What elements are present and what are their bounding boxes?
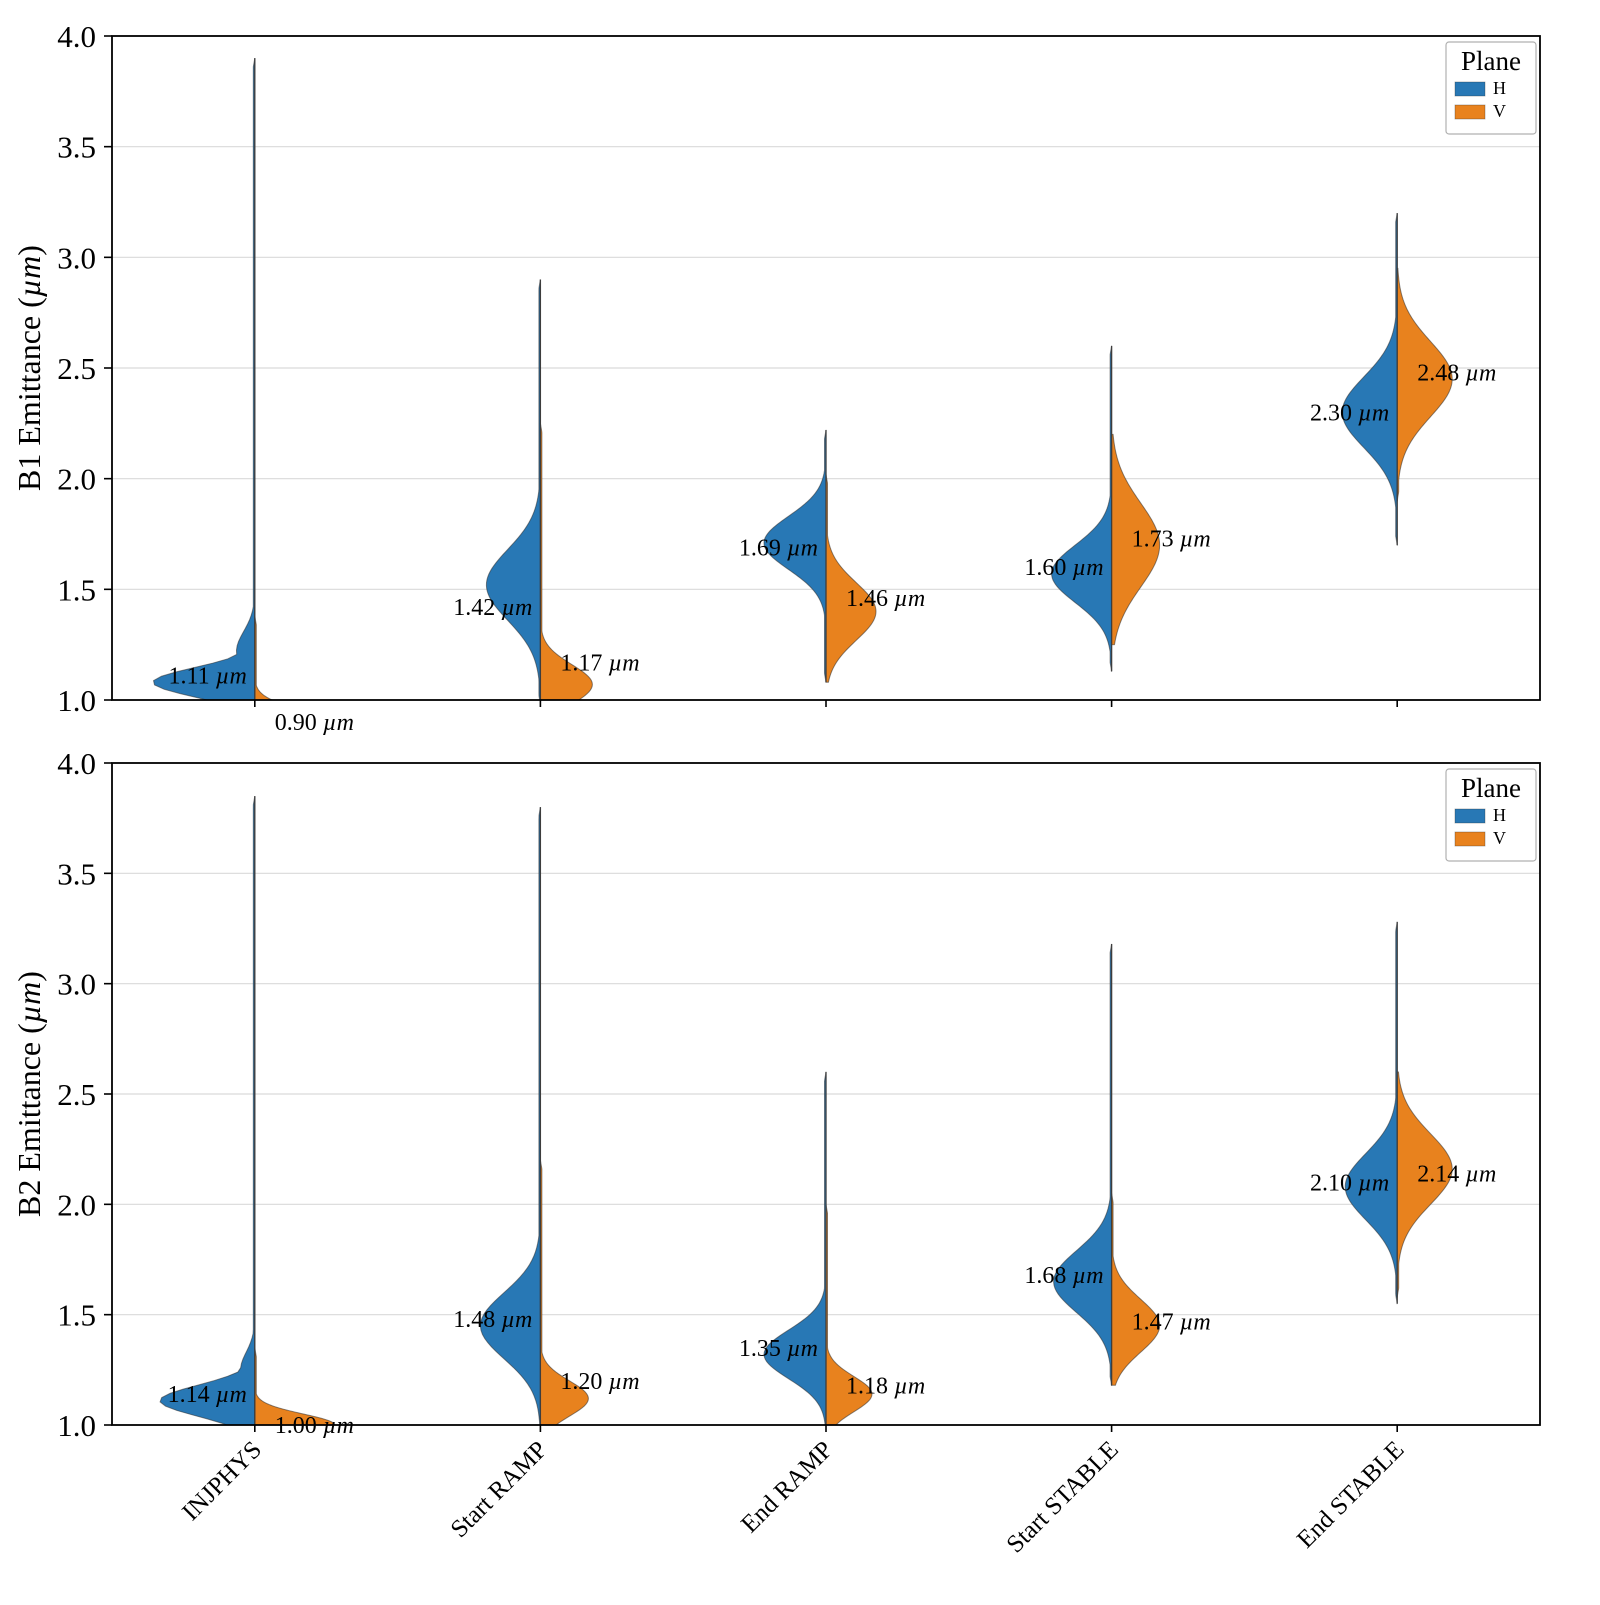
mean-annotation-H-INJPHYS: 1.11 µm	[169, 664, 247, 690]
mean-annotation-V-INJPHYS: 0.90 µm	[275, 710, 354, 736]
mean-annotation-V-INJPHYS: 1.00 µm	[275, 1413, 354, 1439]
legend-swatch-H	[1454, 81, 1486, 97]
violin-V-Start STABLE	[1111, 433, 1161, 646]
y-tick-label: 3.5	[57, 130, 96, 165]
violin-V-Start RAMP	[539, 1160, 589, 1425]
legend-entry-H: H	[1493, 805, 1506, 825]
mean-annotation-V-End STABLE: 2.14 µm	[1417, 1161, 1496, 1187]
mean-annotation-V-Start STABLE: 1.73 µm	[1132, 526, 1211, 552]
y-tick-label: 3.5	[57, 856, 96, 891]
mean-annotation-V-Start RAMP: 1.20 µm	[560, 1369, 639, 1395]
mean-annotation-V-Start STABLE: 1.47 µm	[1132, 1309, 1211, 1335]
legend-title: Plane	[1461, 46, 1521, 76]
violin-V-End RAMP	[825, 474, 877, 683]
y-axis-label: B1 Emittance (µm)	[11, 245, 47, 491]
y-tick-label: 1.0	[57, 1408, 96, 1443]
y-tick-label: 1.5	[57, 572, 96, 607]
x-tick-label-End STABLE: End STABLE	[1292, 1436, 1409, 1553]
legend-entry-H: H	[1493, 78, 1506, 98]
mean-annotation-H-End RAMP: 1.69 µm	[739, 535, 818, 561]
violin-H-End STABLE	[1344, 921, 1398, 1305]
mean-annotation-V-End RAMP: 1.18 µm	[846, 1373, 925, 1399]
y-tick-label: 1.0	[57, 683, 96, 718]
y-tick-label: 2.0	[57, 462, 96, 497]
y-tick-label: 2.5	[57, 351, 96, 386]
mean-annotation-H-Start STABLE: 1.68 µm	[1024, 1263, 1103, 1289]
violin-H-Start STABLE	[1051, 345, 1113, 672]
mean-annotation-H-Start RAMP: 1.42 µm	[453, 595, 532, 621]
x-tick-label-INJPHYS: INJPHYS	[177, 1436, 267, 1526]
violin-H-End RAMP	[763, 1071, 827, 1425]
mean-annotation-H-End STABLE: 2.10 µm	[1310, 1170, 1389, 1196]
y-tick-label: 1.5	[57, 1298, 96, 1333]
y-tick-label: 4.0	[57, 19, 96, 54]
violin-H-INJPHYS	[159, 796, 256, 1425]
y-tick-label: 4.0	[57, 746, 96, 781]
legend-swatch-H	[1454, 808, 1486, 824]
violin-H-INJPHYS	[152, 58, 256, 700]
x-tick-label-Start STABLE: Start STABLE	[1002, 1436, 1124, 1558]
y-axis-label: B2 Emittance (µm)	[11, 971, 47, 1217]
y-tick-label: 3.0	[57, 967, 96, 1002]
mean-annotation-H-INJPHYS: 1.14 µm	[168, 1382, 247, 1408]
legend-swatch-V	[1454, 104, 1486, 120]
legend-entry-V: V	[1493, 828, 1506, 848]
x-tick-label-Start RAMP: Start RAMP	[446, 1436, 553, 1543]
violin-V-End STABLE	[1396, 1071, 1453, 1298]
legend-swatch-V	[1454, 831, 1486, 847]
mean-annotation-V-End STABLE: 2.48 µm	[1417, 360, 1496, 386]
mean-annotation-V-End RAMP: 1.46 µm	[846, 586, 925, 612]
y-tick-label: 2.5	[57, 1077, 96, 1112]
violin-V-End STABLE	[1396, 267, 1453, 502]
violin-V-Start STABLE	[1111, 1193, 1161, 1386]
violin-V-Start RAMP	[539, 423, 593, 700]
violin-V-INJPHYS	[254, 1347, 336, 1425]
violin-H-Start STABLE	[1053, 943, 1113, 1386]
x-tick-label-End RAMP: End RAMP	[736, 1436, 838, 1538]
mean-annotation-H-Start STABLE: 1.60 µm	[1024, 555, 1103, 581]
legend-entry-V: V	[1493, 101, 1506, 121]
legend-title: Plane	[1461, 773, 1521, 803]
violin-H-End RAMP	[763, 429, 827, 683]
violin-H-End STABLE	[1341, 212, 1398, 546]
violin-V-INJPHYS	[254, 615, 274, 700]
y-tick-label: 3.0	[57, 240, 96, 275]
violin-H-Start RAMP	[485, 279, 541, 700]
mean-annotation-H-End RAMP: 1.35 µm	[739, 1336, 818, 1362]
mean-annotation-V-Start RAMP: 1.17 µm	[560, 650, 639, 676]
violin-V-End RAMP	[825, 1204, 873, 1425]
violin-H-Start RAMP	[479, 807, 541, 1425]
mean-annotation-H-End STABLE: 2.30 µm	[1310, 400, 1389, 426]
y-tick-label: 2.0	[57, 1187, 96, 1222]
mean-annotation-H-Start RAMP: 1.48 µm	[453, 1307, 532, 1333]
